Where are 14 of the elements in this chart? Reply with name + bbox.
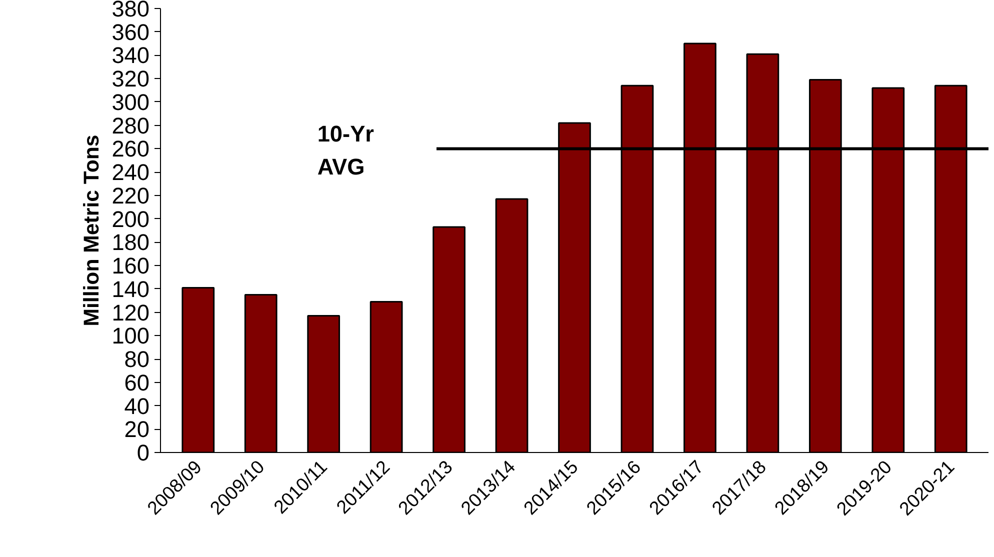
- y-tick-label: 200: [112, 206, 150, 232]
- y-tick-label: 100: [112, 322, 150, 349]
- y-tick-label: 280: [112, 112, 150, 138]
- y-tick-label: 0: [136, 440, 150, 466]
- y-tick-label: 340: [112, 42, 150, 68]
- y-tick-label: 20: [124, 416, 150, 442]
- y-tick-label: 380: [112, 0, 150, 22]
- ref-line-label: 10-Yr AVG: [317, 120, 374, 180]
- y-tick-label: 180: [112, 229, 150, 256]
- y-tick-label: 260: [112, 136, 150, 162]
- y-axis-title: Million Metric Tons: [80, 134, 104, 326]
- y-tick-label: 360: [112, 18, 150, 45]
- y-tick-label: 120: [112, 299, 150, 326]
- y-tick-label: 40: [124, 392, 150, 419]
